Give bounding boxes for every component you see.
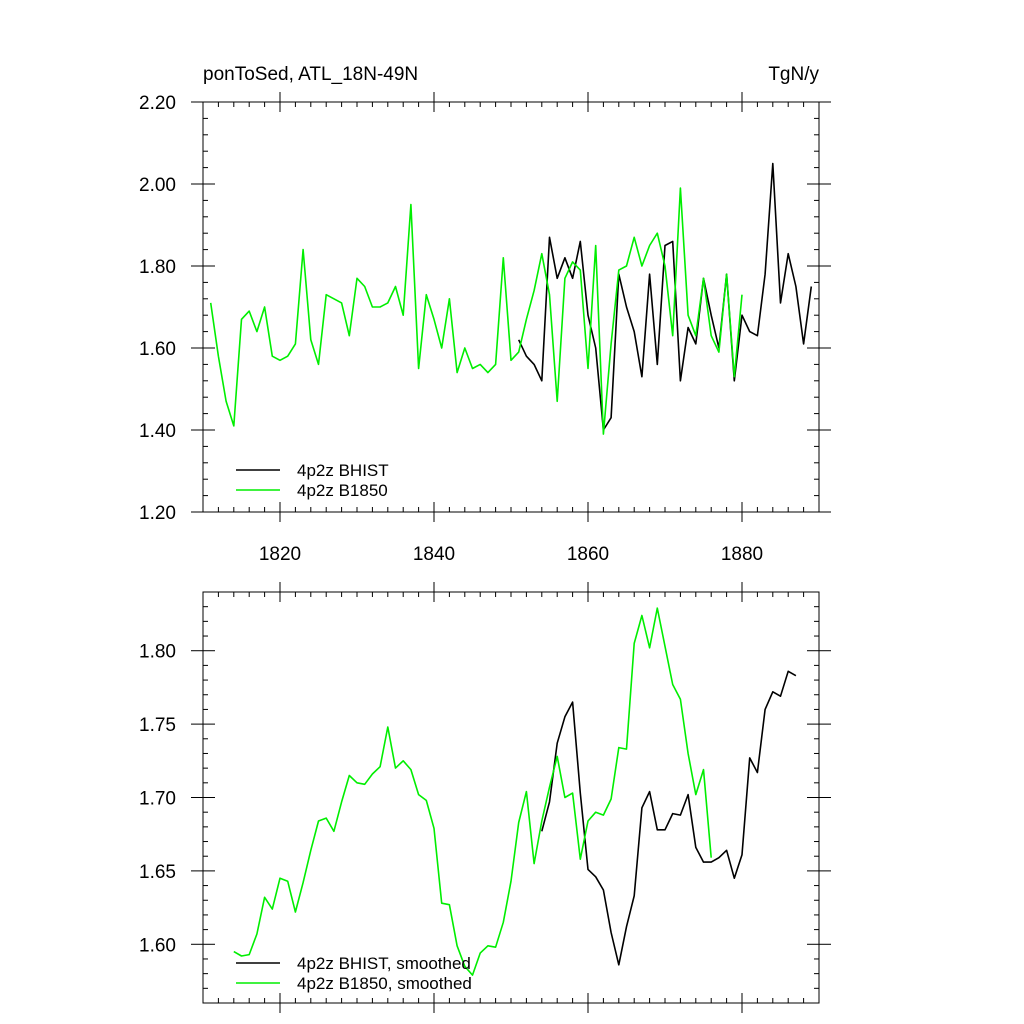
series-line-bhist bbox=[541, 670, 797, 966]
y-tick-label: 2.20 bbox=[139, 93, 176, 114]
plot-frame bbox=[202, 101, 820, 513]
legend-label: 4p2z B1850 bbox=[297, 481, 388, 500]
y-tick-label: 1.80 bbox=[139, 642, 176, 663]
y-tick-label: 1.65 bbox=[139, 862, 176, 883]
x-tick-label: 1860 bbox=[567, 544, 609, 565]
series-line-b1850 bbox=[233, 607, 712, 976]
series-line-bhist bbox=[517, 162, 813, 431]
legend-label: 4p2z BHIST, smoothed bbox=[297, 954, 471, 973]
y-tick-label: 2.00 bbox=[139, 175, 176, 196]
y-tick-label: 1.60 bbox=[139, 339, 176, 360]
y-tick-label: 1.80 bbox=[139, 257, 176, 278]
bottom-panel: 1.60 1.65 1.70 1.75 1.80 4p2z BHIST, smoothed… bbox=[139, 582, 831, 1013]
top-panel: 1820 1840 1860 1880 1.20 1.40 1.60 1.80 2.00 2.20… bbox=[139, 64, 831, 565]
y-tick-label: 1.75 bbox=[139, 715, 176, 736]
x-tick-label: 1820 bbox=[259, 544, 301, 565]
chart-title-left: ponToSed, ATL_18N-49N bbox=[203, 64, 418, 85]
y-tick-label: 1.60 bbox=[139, 935, 176, 956]
series-line-b1850 bbox=[209, 187, 743, 435]
x-tick-label: 1880 bbox=[721, 544, 763, 565]
x-tick-label: 1840 bbox=[413, 544, 455, 565]
legend-label: 4p2z BHIST bbox=[297, 461, 389, 480]
y-tick-label: 1.20 bbox=[139, 503, 176, 524]
chart-title-right: TgN/y bbox=[768, 64, 819, 85]
legend-label: 4p2z B1850, smoothed bbox=[297, 974, 472, 993]
y-tick-label: 1.70 bbox=[139, 789, 176, 810]
plot-frame bbox=[202, 591, 820, 1004]
y-tick-label: 1.40 bbox=[139, 421, 176, 442]
